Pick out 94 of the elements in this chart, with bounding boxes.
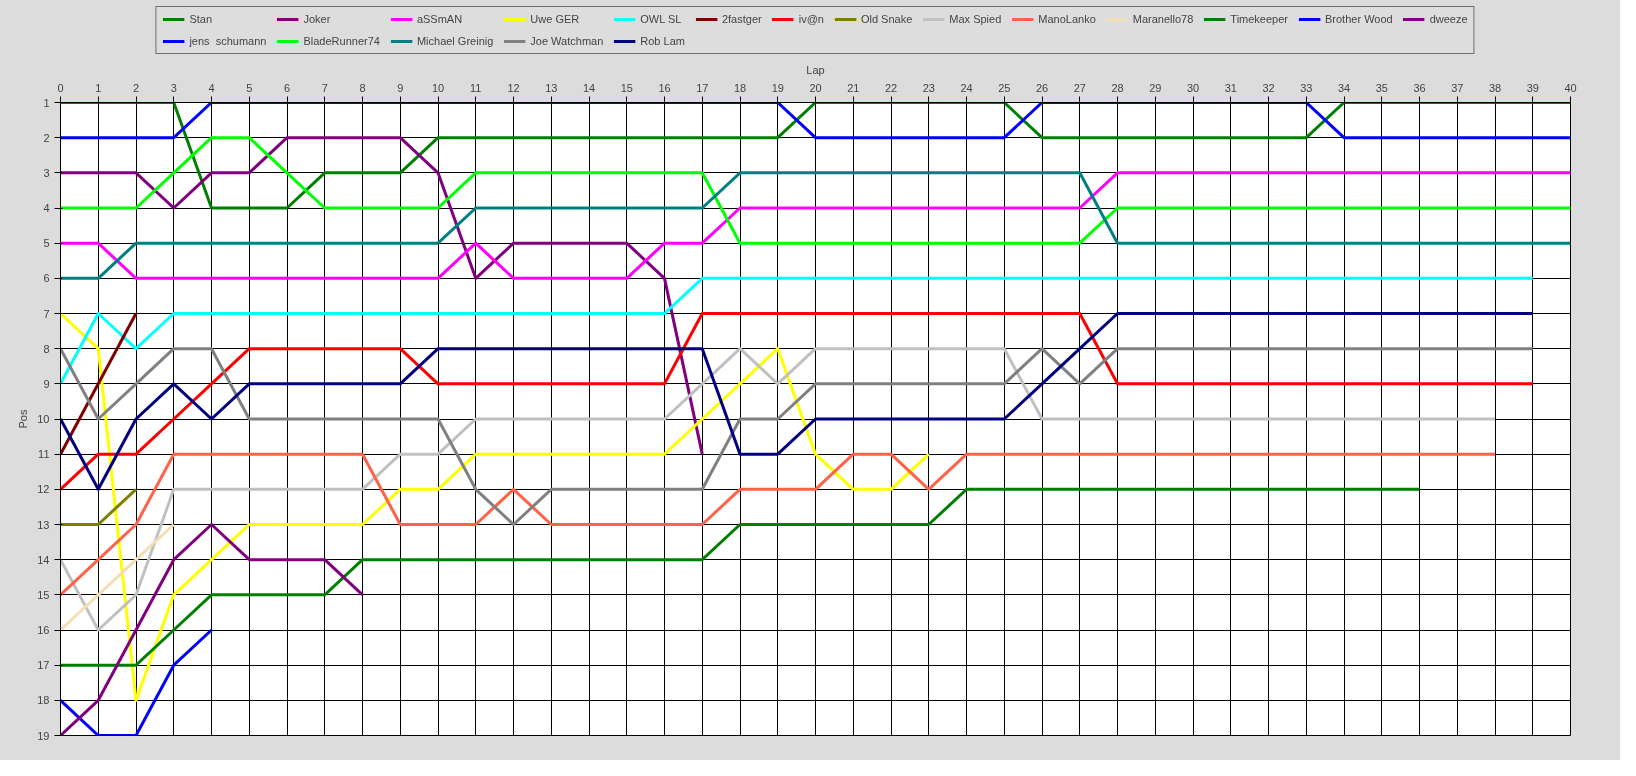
- line-series: [60, 171, 1571, 280]
- line-series: [60, 347, 1535, 526]
- x-tick-label: 4: [208, 81, 215, 94]
- y-tick-label: 6: [43, 272, 50, 285]
- legend-label: dweeze: [1429, 13, 1468, 25]
- y-tick-label: 8: [43, 342, 50, 355]
- y-tick-label: 15: [37, 588, 50, 601]
- legend-label: Michael Greinig: [416, 35, 494, 47]
- x-tick-label: 22: [884, 81, 898, 94]
- legend-label: OWL SL: [640, 13, 682, 25]
- x-tick-label: 30: [1186, 81, 1200, 94]
- x-tick-label: 6: [283, 81, 291, 94]
- legend-label: Brother Wood: [1325, 13, 1393, 25]
- y-tick-label: 17: [37, 659, 50, 672]
- line-series: [60, 452, 1497, 597]
- y-tick-label: 11: [38, 448, 50, 461]
- x-tick-label: 33: [1300, 81, 1313, 94]
- x-tick-label: 14: [582, 81, 596, 94]
- legend-label: Joe Watchman: [530, 35, 604, 47]
- x-tick-label: 16: [658, 81, 671, 94]
- x-tick-label: 8: [359, 81, 366, 94]
- line-series: [60, 487, 1421, 667]
- y-tick-label: 2: [43, 131, 50, 144]
- x-tick-label: 9: [397, 81, 404, 94]
- x-tick-label: 19: [771, 81, 784, 94]
- legend-label: Stan: [189, 13, 213, 25]
- legend-label: 2fastger: [721, 13, 762, 25]
- line-series: [60, 523, 176, 632]
- legend-label: Uwe GER: [530, 13, 580, 25]
- line-series: [60, 628, 213, 736]
- x-tick-label: 40: [1564, 81, 1577, 94]
- y-tick-label: 5: [43, 237, 50, 250]
- x-tick-label: 34: [1337, 81, 1351, 94]
- legend-label: Max Spied: [949, 13, 1002, 25]
- legend-label: Maranello78: [1132, 13, 1194, 25]
- x-tick-label: 10: [431, 81, 445, 94]
- y-axis-title: Pos: [17, 409, 30, 429]
- y-tick-label: 13: [37, 518, 50, 531]
- y-tick-label: 18: [37, 694, 50, 707]
- legend-label: Rob Lam: [640, 35, 685, 47]
- x-tick-label: 36: [1413, 81, 1426, 94]
- y-tick-label: 9: [43, 377, 50, 390]
- line-series: [60, 136, 704, 456]
- x-tick-label: 12: [507, 81, 520, 94]
- line-series: [60, 136, 1571, 245]
- x-tick-label: 28: [1111, 81, 1124, 94]
- x-tick-label: 2: [132, 81, 140, 94]
- x-tick-label: 5: [246, 81, 253, 94]
- x-tick-label: 25: [998, 81, 1011, 94]
- line-series: [60, 523, 364, 736]
- line-series: [60, 312, 1535, 491]
- x-tick-label: 24: [960, 81, 973, 94]
- y-tick-label: 19: [37, 729, 50, 742]
- y-tick-label: 4: [43, 202, 50, 214]
- legend-label: jens schumann: [189, 35, 267, 47]
- line-series: [60, 347, 1497, 632]
- legend-label: BladeRunner74: [303, 35, 380, 47]
- legend-label: aSSmAN: [416, 13, 463, 25]
- x-tick-label: 11: [470, 81, 482, 94]
- legend-label: Joker: [303, 13, 331, 25]
- x-tick-label: 17: [696, 81, 709, 94]
- x-tick-label: 18: [733, 81, 747, 94]
- legend-label: Old Snake: [860, 13, 913, 25]
- x-tick-label: 15: [620, 81, 633, 94]
- line-series: [60, 276, 1535, 386]
- y-tick-label: 12: [37, 483, 50, 496]
- x-tick-label: 32: [1262, 81, 1275, 94]
- x-tick-label: 37: [1451, 81, 1464, 94]
- x-tick-label: 35: [1375, 81, 1388, 94]
- x-tick-label: 23: [922, 81, 935, 94]
- x-axis-title: Lap: [806, 63, 825, 76]
- x-tick-label: 3: [170, 81, 177, 94]
- x-tick-label: 38: [1488, 81, 1502, 94]
- y-tick-label: 7: [43, 307, 50, 320]
- x-tick-label: 7: [321, 81, 328, 94]
- y-tick-label: 1: [43, 96, 50, 109]
- x-tick-label: 39: [1526, 81, 1539, 94]
- x-tick-label: 27: [1073, 81, 1086, 94]
- y-tick-label: 16: [37, 624, 50, 636]
- y-tick-label: 10: [37, 413, 50, 425]
- y-tick-label: 3: [43, 166, 50, 179]
- x-tick-label: 1: [95, 81, 102, 94]
- x-tick-label: 21: [847, 81, 860, 94]
- x-tick-label: 31: [1224, 81, 1237, 94]
- legend-label: iv@n: [798, 13, 824, 25]
- x-tick-label: 0: [57, 81, 64, 94]
- x-tick-label: 29: [1149, 81, 1162, 94]
- x-tick-label: 20: [809, 81, 822, 94]
- x-tick-label: 26: [1035, 81, 1049, 94]
- y-tick-label: 14: [37, 553, 50, 566]
- x-tick-label: 13: [545, 81, 558, 94]
- line-series: [60, 312, 931, 702]
- legend-label: Timekeeper: [1230, 13, 1288, 25]
- legend-label: ManoLanko: [1038, 13, 1096, 25]
